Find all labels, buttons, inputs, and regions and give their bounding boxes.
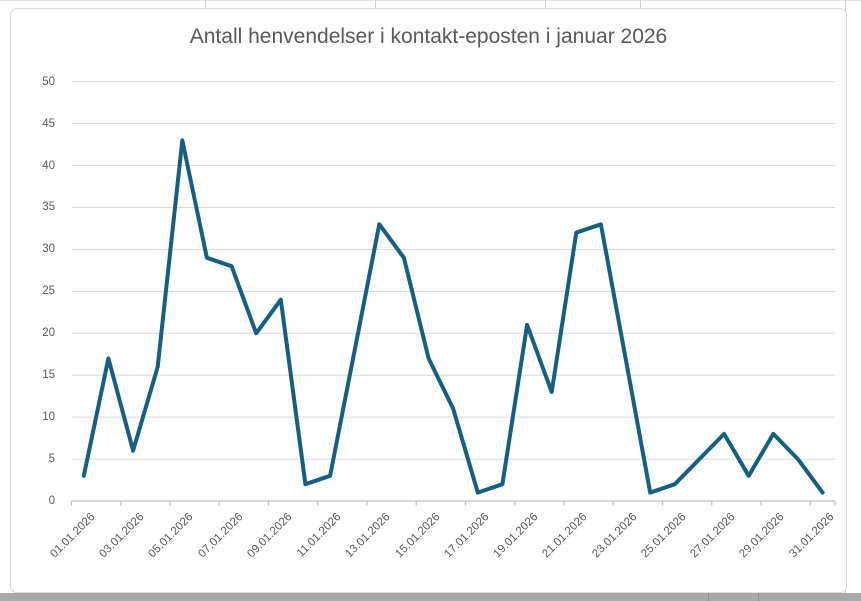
y-tick-label: 25: [42, 285, 55, 298]
sheet-column-border: [545, 0, 546, 8]
y-tick-label: 35: [42, 201, 55, 214]
y-tick-label: 45: [42, 117, 55, 130]
chart-title: Antall henvendelser i kontakt-eposten i …: [189, 25, 668, 48]
sheet-column-border: [375, 0, 376, 8]
sheet-cell-separator: [708, 593, 709, 601]
sheet-row-gray-band: [0, 593, 861, 601]
sheet-column-border: [640, 0, 641, 8]
y-tick-label: 15: [42, 369, 55, 382]
y-tick-label: 10: [42, 411, 55, 424]
y-tick-label: 50: [42, 75, 55, 88]
y-tick-label: 5: [48, 453, 55, 466]
chart-frame[interactable]: Antall henvendelser i kontakt-eposten i …: [10, 8, 847, 593]
sheet-cell-separator: [758, 593, 759, 601]
y-tick-label: 40: [42, 159, 55, 172]
line-plot: [70, 81, 836, 506]
y-tick-label: 30: [42, 243, 55, 256]
sheet-column-border: [205, 0, 206, 8]
sheet-gridline-horizontal: [0, 0, 861, 1]
y-tick-label: 20: [42, 327, 55, 340]
data-series-line: [81, 138, 825, 495]
y-tick-label: 0: [48, 495, 55, 507]
